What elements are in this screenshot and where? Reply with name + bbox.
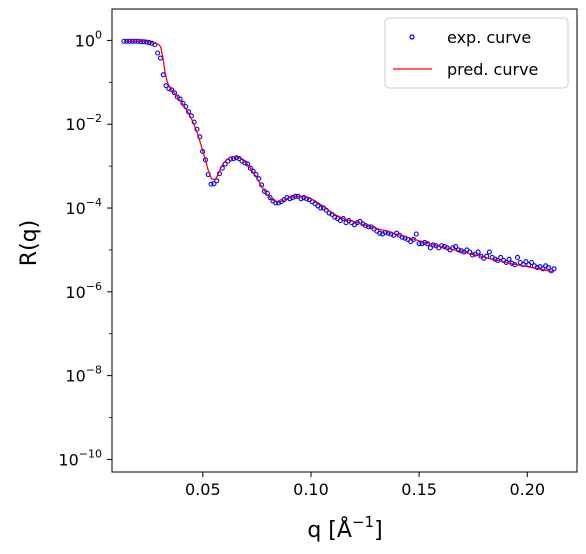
x-axis-label-main: q [Å (307, 516, 352, 543)
legend-box (384, 17, 569, 89)
x-axis-ticks: 0.05 0.10 0.15 0.20 (185, 472, 545, 499)
exp-data-point (455, 247, 462, 253)
exp-data-point (155, 50, 161, 56)
exp-data-point (377, 230, 383, 236)
y-tick-label: 10−4 (65, 196, 102, 218)
y-tick-base: 10 (65, 115, 85, 134)
exp-data-point (545, 264, 552, 271)
exp-data-point (169, 87, 175, 93)
y-tick-base: 10 (58, 450, 78, 469)
exp-data-point (506, 256, 512, 262)
legend: exp. curve pred. curve (384, 17, 569, 89)
x-tick-label: 0.05 (185, 480, 221, 499)
exp-data-point (498, 254, 504, 261)
x-tick-label: 0.15 (401, 480, 437, 499)
exp-data-point (529, 259, 535, 266)
exp-data-point (486, 249, 492, 255)
exp-data-point (332, 214, 338, 220)
y-tick-label: 10−2 (65, 112, 102, 134)
exp-data-point (439, 243, 445, 249)
legend-label-exp: exp. curve (447, 28, 531, 47)
exp-data-point (523, 259, 529, 265)
exp-data-point (242, 160, 248, 166)
y-tick-exponent: −6 (86, 280, 102, 293)
exp-data-point (514, 254, 521, 261)
exp-data-point (245, 161, 251, 167)
exp-data-point (453, 244, 459, 250)
exp-data-point (427, 245, 433, 251)
legend-marker-exp (409, 34, 415, 40)
exp-data-point (275, 200, 282, 206)
exp-data-point (416, 241, 422, 247)
y-tick-base: 10 (65, 367, 85, 386)
y-tick-exponent: 0 (95, 28, 102, 41)
x-tick-label: 0.10 (293, 480, 329, 499)
y-tick-label: 10−8 (65, 364, 102, 386)
exp-data-point (267, 195, 273, 201)
exp-data-point (382, 229, 388, 235)
y-tick-label: 100 (75, 28, 102, 50)
exp-data-point (354, 220, 360, 226)
exp-data-point (340, 215, 346, 222)
exp-data-point (214, 178, 220, 184)
exp-data-point (534, 264, 540, 271)
exp-data-point (422, 239, 428, 245)
exp-data-point (413, 231, 419, 237)
exp-data-point (171, 90, 178, 96)
y-tick-exponent: −8 (86, 364, 102, 377)
x-tick-label: 0.20 (509, 480, 545, 499)
pred-curve-line-overlay (123, 40, 554, 273)
exp-data-point (211, 181, 217, 187)
exp-data-point (318, 205, 324, 211)
y-tick-exponent: −10 (79, 447, 102, 460)
exp-data-point (247, 165, 253, 171)
y-tick-base: 10 (75, 31, 95, 50)
legend-label-pred: pred. curve (447, 60, 538, 79)
y-tick-label: 10−10 (58, 447, 102, 469)
exp-data-point (149, 40, 155, 46)
exp-data-point (385, 230, 391, 236)
x-axis-label-close: ] (374, 518, 383, 543)
plot-area (121, 38, 557, 274)
x-axis-label-exponent: −1 (352, 513, 374, 531)
exp-data-point (301, 195, 307, 201)
exp-data-point (520, 262, 526, 268)
y-tick-base: 10 (65, 283, 85, 302)
y-axis-label: R(q) (17, 220, 42, 266)
exp-data-point (388, 231, 394, 237)
y-tick-exponent: −2 (86, 112, 102, 125)
y-tick-label: 10−6 (65, 280, 102, 302)
plot-frame (111, 8, 578, 473)
exp-data-point (197, 134, 203, 140)
y-tick-base: 10 (65, 199, 85, 218)
exp-data-point (298, 196, 304, 202)
exp-data-point (180, 100, 186, 106)
exp-data-point (540, 266, 546, 272)
x-axis-label: q [Å−1] (307, 513, 382, 543)
exp-data-point (208, 181, 214, 187)
y-tick-exponent: −4 (86, 196, 102, 209)
exp-data-point (551, 266, 557, 272)
exp-data-point (475, 249, 481, 255)
exp-data-point (163, 83, 169, 89)
